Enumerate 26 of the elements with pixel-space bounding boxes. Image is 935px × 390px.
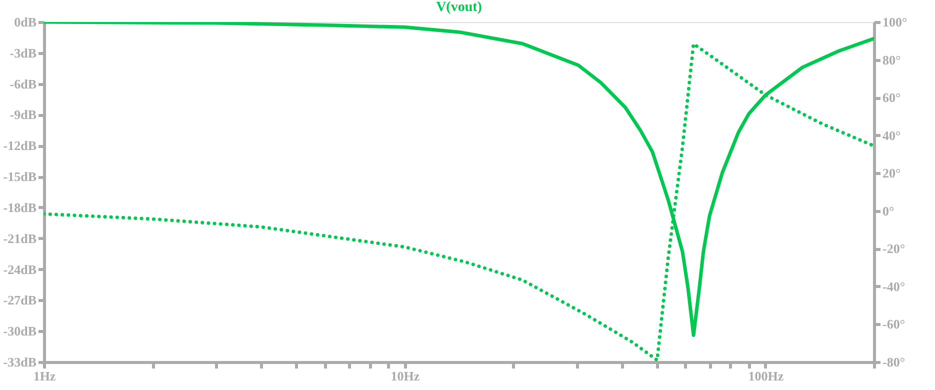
y-tick-label: -3dB	[10, 45, 37, 60]
y2-tick-label: 40°	[882, 128, 901, 143]
y2-tick-label: -20°	[882, 241, 906, 256]
y-tick-label: -27dB	[3, 292, 37, 308]
x-tick-label: 100Hz	[748, 368, 784, 384]
y2-tick-label: 0°	[882, 203, 894, 218]
y2-tick-label: 80°	[882, 52, 901, 68]
x-tick-label: 10Hz	[390, 368, 420, 384]
y-tick-label: -21dB	[3, 230, 37, 246]
y-tick-label: -24dB	[3, 262, 37, 277]
y-tick-label: -33dB	[3, 354, 37, 370]
y2-tick-label: -60°	[882, 316, 906, 332]
x-tick-label: 1Hz	[33, 368, 56, 384]
y2-tick-label: -40°	[882, 278, 906, 294]
y-tick-label: -15dB	[3, 169, 37, 184]
y2-tick-label: 60°	[882, 90, 901, 106]
y2-tick-label: 20°	[882, 166, 901, 181]
y2-tick-label: 100°	[882, 14, 908, 30]
chart-title: V(vout)	[436, 0, 482, 15]
y-tick-label: 0dB	[14, 14, 37, 30]
y-tick-label: -9dB	[10, 107, 37, 122]
y-tick-label: -12dB	[3, 138, 37, 154]
y-tick-label: -18dB	[3, 200, 37, 215]
y-tick-label: -30dB	[3, 324, 37, 339]
y2-tick-label: -80°	[882, 354, 906, 370]
y-tick-label: -6dB	[10, 76, 37, 92]
